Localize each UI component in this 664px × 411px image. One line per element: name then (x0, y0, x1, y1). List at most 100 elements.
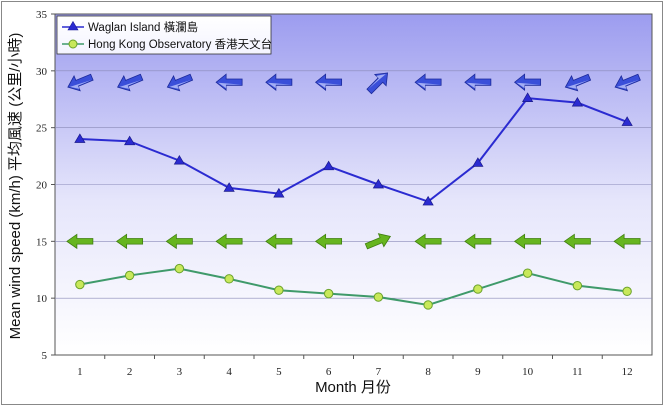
wind-direction-arrow-icon (513, 233, 542, 250)
x-tick-label: 6 (326, 366, 332, 378)
wind-direction-arrow-icon (314, 73, 343, 92)
wind-direction-arrow-icon (513, 73, 542, 92)
gridlines (55, 70, 652, 299)
y-tick-label: 10 (36, 293, 48, 305)
x-tick-label: 4 (226, 366, 232, 378)
x-tick-label: 1 (77, 366, 83, 378)
arrow-highlight (317, 82, 341, 89)
x-tick-label: 11 (572, 366, 583, 378)
wind-direction-arrow-icon (564, 73, 592, 92)
wind-direction-arrow-icon (117, 73, 144, 92)
arrow-shape (115, 233, 144, 250)
data-point-hko (75, 279, 85, 290)
data-point-hko (274, 285, 284, 295)
arrow-highlight (567, 79, 590, 89)
data-point-hko (323, 288, 334, 299)
y-axis-label: Mean wind speed (km/h) 平均風速 (公里/小時) (7, 33, 24, 340)
wind-direction-arrow-icon (366, 72, 389, 95)
x-tick-label: 10 (522, 366, 534, 378)
x-tick-label: 9 (475, 366, 481, 378)
arrow-highlight (119, 79, 142, 89)
data-point-waglan (621, 116, 633, 126)
data-point-hko (174, 263, 185, 274)
y-axis-ticks: 5 10 15 20 25 30 35 (36, 9, 55, 362)
data-point-waglan (124, 135, 136, 146)
legend-item-waglan: Waglan Island 橫瀾島 (62, 20, 198, 34)
x-axis-label: Month 月份 (315, 379, 391, 396)
data-point-hko (124, 270, 135, 281)
arrow-shape (464, 233, 492, 250)
arrow-shape (563, 233, 591, 250)
wind-direction-arrow-icon (215, 73, 243, 92)
arrow-shape (314, 233, 343, 250)
arrow-shape (215, 233, 243, 250)
data-point-hko (473, 284, 483, 294)
circle-marker-icon (68, 39, 78, 49)
legend-label-hko: Hong Kong Observatory 香港天文台 (88, 37, 272, 51)
x-axis-ticks: 1 2 3 4 5 6 7 8 9 10 11 12 (77, 355, 633, 378)
arrow-shape (66, 233, 94, 250)
wind-direction-arrow-icon (265, 73, 293, 92)
wind-direction-arrow-icon (563, 233, 591, 250)
arrow-shape (613, 233, 641, 250)
x-tick-label: 12 (622, 366, 633, 378)
arrow-shape (165, 233, 193, 250)
series-line-hko (79, 267, 628, 307)
arrow-highlight (69, 79, 92, 89)
arrow-highlight (267, 82, 291, 89)
triangle-marker-icon (67, 20, 79, 31)
data-point-waglan (74, 133, 86, 143)
series-group (74, 92, 633, 310)
series-line-waglan (79, 97, 628, 203)
data-point-hko (373, 292, 384, 302)
data-point-waglan (522, 92, 534, 102)
legend-label-waglan: Waglan Island 橫瀾島 (88, 20, 198, 34)
data-point-hko (572, 280, 583, 291)
wind-direction-arrow-icon (613, 233, 641, 250)
arrow-shape (513, 233, 542, 250)
wind-direction-arrow-icon (414, 233, 442, 250)
y-tick-label: 5 (42, 350, 48, 362)
wind-direction-arrow-icon (165, 233, 193, 250)
wind-direction-arrow-icon (67, 73, 94, 92)
arrow-highlight (466, 82, 490, 89)
wind-direction-arrow-icon (464, 73, 492, 92)
arrow-highlight (218, 82, 242, 89)
data-point-waglan (273, 187, 285, 198)
arrow-highlight (617, 79, 640, 89)
data-point-hko (522, 268, 533, 278)
data-point-waglan (223, 182, 235, 192)
data-point-waglan (472, 157, 484, 167)
wind-direction-arrow-icon (364, 233, 392, 250)
x-tick-label: 8 (425, 366, 431, 378)
wind-direction-arrow-icon (265, 233, 293, 250)
data-point-hko (224, 274, 234, 284)
data-point-waglan (571, 96, 583, 107)
data-point-hko (423, 300, 433, 310)
data-point-waglan (173, 154, 185, 165)
x-tick-label: 5 (276, 366, 282, 378)
data-point-hko (622, 286, 632, 297)
data-point-waglan (323, 160, 335, 171)
y-tick-label: 30 (36, 66, 48, 78)
wind-direction-arrow-icon (66, 233, 94, 250)
y-tick-label: 20 (36, 180, 48, 192)
wind-direction-arrow-icon (314, 233, 343, 250)
x-tick-label: 7 (376, 366, 382, 378)
arrow-shape (364, 233, 392, 250)
x-tick-label: 2 (127, 366, 133, 378)
y-tick-label: 25 (36, 123, 48, 135)
arrow-highlight (516, 82, 540, 89)
data-point-waglan (372, 178, 384, 189)
wind-direction-arrow-icon (115, 233, 144, 250)
arrow-highlight (417, 82, 441, 89)
arrow-highlight (169, 79, 192, 89)
wind-direction-arrow-icon (464, 233, 492, 250)
wind-direction-arrow-icon (166, 73, 194, 92)
arrow-shape (265, 233, 293, 250)
data-point-waglan (422, 195, 434, 206)
wind-direction-arrow-icon (414, 73, 442, 92)
legend-item-hko: Hong Kong Observatory 香港天文台 (62, 37, 272, 51)
